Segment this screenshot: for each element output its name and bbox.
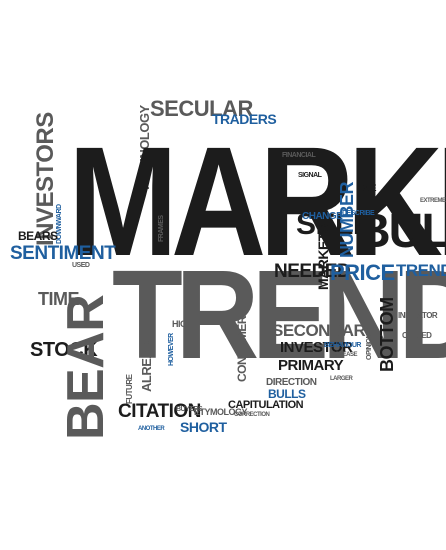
word-larger: LARGER xyxy=(330,376,353,382)
word-opinion: OPINION xyxy=(366,333,373,360)
word-market: MARKET xyxy=(68,114,446,289)
word-direction: DIRECTION xyxy=(266,377,317,388)
word-stock: STOCK xyxy=(30,339,98,361)
word-financial: FINANCIAL xyxy=(282,152,316,159)
word-primary: PRIMARY xyxy=(278,357,344,374)
word-used: USED xyxy=(72,262,90,269)
word-citation: CITATION xyxy=(118,401,201,422)
word-secondary: SECONDARY xyxy=(272,321,376,340)
word-bulls: BULLS xyxy=(268,387,306,401)
word-already: ALREADY xyxy=(139,332,154,392)
word-needed: NEEDED xyxy=(274,261,351,282)
word-buyers: BUYERS xyxy=(176,406,203,413)
word-correction: CORRECTION xyxy=(234,412,270,418)
word-frames: FRAMES xyxy=(158,215,165,242)
word-another: ANOTHER xyxy=(138,426,165,432)
word-bear: BEAR xyxy=(57,294,115,440)
word-investors: INVESTORS xyxy=(32,112,59,246)
word-number: NUMBER xyxy=(337,182,357,258)
word-secular: SECULAR xyxy=(150,96,253,121)
word-called: CALLED xyxy=(402,331,432,340)
word-bull: BULL xyxy=(356,205,446,258)
word-time: TIME xyxy=(38,289,80,309)
word-however: HOWEVER xyxy=(168,333,175,366)
word-sentiment: SENTIMENT xyxy=(10,243,116,264)
word-one: ONE xyxy=(358,183,377,193)
word-signal: SIGNAL xyxy=(298,172,322,179)
word-markets: MARKETS xyxy=(315,224,331,290)
word-trend: TREND xyxy=(112,244,446,385)
word-increase: INCREASE xyxy=(330,352,358,358)
word-future: FUTURE xyxy=(125,374,134,404)
word-etymology: ETYMOLOGY xyxy=(194,407,248,417)
word-trends: TRENDS xyxy=(396,261,446,280)
word-investor: INVESTOR xyxy=(280,339,353,356)
word-bottom: BOTTOM xyxy=(377,297,397,372)
word-consumer: CONSUMER xyxy=(235,315,249,382)
word-short: SHORT xyxy=(180,419,227,435)
word-capitulation: CAPITULATION xyxy=(228,399,304,411)
word-sell: SELL xyxy=(296,208,371,241)
word-price: PRICE xyxy=(330,260,395,285)
word-bears: BEARS xyxy=(18,229,58,243)
word-extreme: EXTREME xyxy=(420,198,446,204)
word-behaviour: BEHAVIOUR xyxy=(324,342,361,349)
word-high: HIGH xyxy=(172,319,193,329)
word-change: CHANGE xyxy=(302,211,343,222)
word-traders: TRADERS xyxy=(212,111,277,127)
word-describe: DESCRIBE xyxy=(342,210,375,217)
word-indicator: INDICATOR xyxy=(398,311,438,320)
